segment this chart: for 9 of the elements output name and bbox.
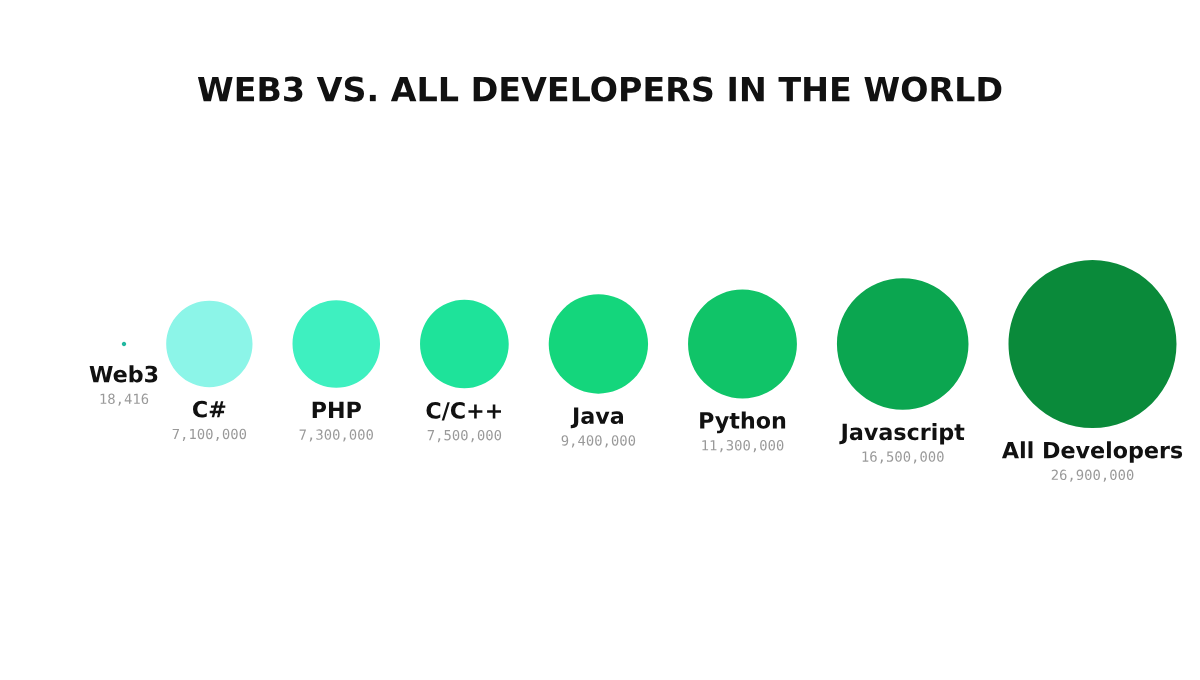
- category-label: PHP: [312, 401, 361, 418]
- category-label: All Developers: [1001, 441, 1183, 463]
- text: WEB3 VS. ALL DEVELOPERS IN THE WORLD: [197, 76, 1002, 102]
- category-label: Javascript: [839, 423, 965, 445]
- category-label: Java: [570, 407, 624, 429]
- category-label: Python: [700, 411, 786, 434]
- category-label: C/C++: [426, 401, 502, 421]
- category-label: Web3: [89, 365, 158, 383]
- category-label: C#: [193, 400, 226, 418]
